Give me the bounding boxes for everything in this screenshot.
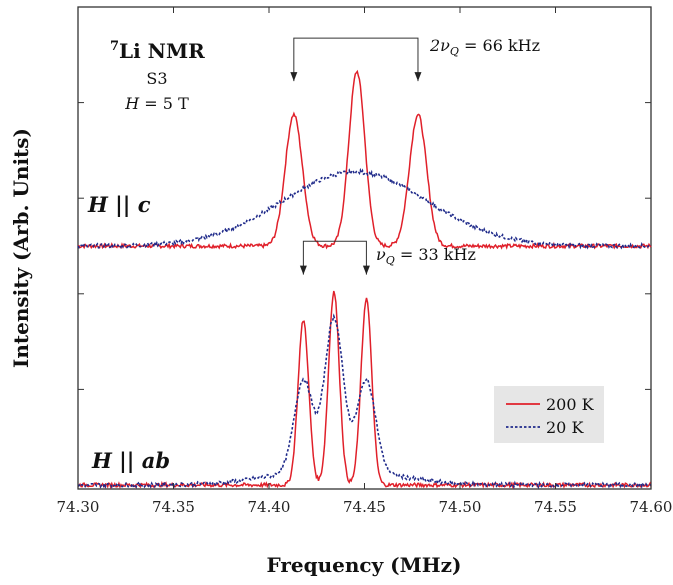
y-axis-label: Intensity (Arb. Units): [9, 128, 33, 368]
splitting-bracket-top-arrowhead: [414, 72, 422, 82]
axis-ticks: [77, 7, 652, 489]
legend-box: [494, 386, 604, 443]
x-tick-label: 74.50: [439, 498, 482, 516]
legend-label-20k: 20 K: [546, 418, 584, 437]
legend-label-200k: 200 K: [546, 395, 595, 414]
x-tick-label: 74.30: [57, 498, 100, 516]
splitting-bracket-bottom: [302, 240, 367, 275]
panel-label-bottom: H || ab: [91, 448, 170, 473]
sample-label: S3: [146, 69, 167, 88]
splitting-bracket-top: [293, 37, 419, 82]
x-tick-label: 74.40: [248, 498, 291, 516]
panel-label-top: H || c: [87, 192, 151, 217]
nucleus-label: 7Li NMR: [110, 39, 205, 63]
splitting-label-top: 2νQ = 66 kHz: [429, 36, 540, 58]
splitting-bracket-top-arrowhead: [290, 72, 298, 82]
spectrum-c-200k: [77, 69, 652, 250]
splitting-markers: [290, 37, 422, 275]
splitting-label-bottom: νQ = 33 kHz: [376, 245, 476, 267]
field-label: H = 5 T: [124, 94, 189, 113]
spectrum-c-20k: [77, 167, 652, 250]
splitting-bracket-bottom-arrowhead: [362, 265, 370, 275]
x-tick-label: 74.60: [630, 498, 673, 516]
x-tick-label: 74.35: [152, 498, 195, 516]
x-axis-label: Frequency (MHz): [267, 553, 462, 577]
legend: 200 K 20 K: [494, 386, 604, 443]
x-tick-labels: 74.30 74.35 74.40 74.45 74.50 74.55 74.60: [57, 498, 673, 516]
splitting-bracket-bottom-arrowhead: [299, 265, 307, 275]
x-tick-label: 74.45: [343, 498, 386, 516]
x-tick-label: 74.55: [534, 498, 577, 516]
